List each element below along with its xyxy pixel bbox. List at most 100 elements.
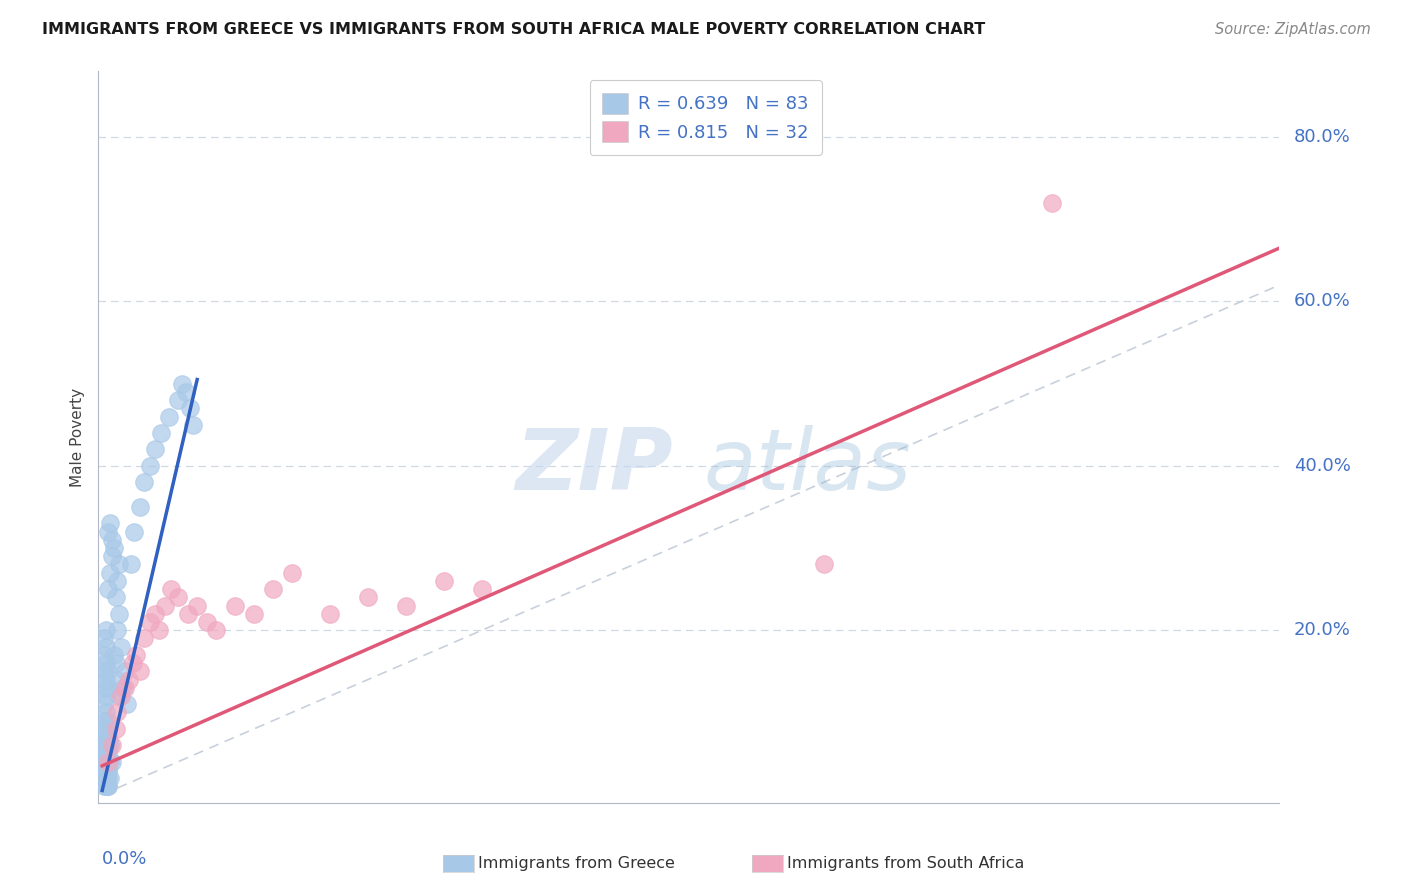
Point: [97, 582, 120, 596]
Text: Immigrants from Greece: Immigrants from Greece: [478, 856, 675, 871]
Point: [97, 730, 120, 744]
Point: [319, 607, 342, 621]
Point: [94, 755, 117, 769]
Point: [132, 632, 155, 646]
Point: [94, 780, 117, 794]
Point: [94, 673, 117, 687]
Point: [107, 624, 129, 638]
Point: [93, 755, 115, 769]
Point: [183, 417, 205, 432]
Point: [115, 697, 138, 711]
Point: [129, 665, 152, 679]
Point: [97, 763, 120, 777]
Point: [100, 755, 122, 769]
Point: [93, 722, 115, 736]
Point: [94, 771, 117, 785]
Point: [100, 549, 122, 564]
Text: IMMIGRANTS FROM GREECE VS IMMIGRANTS FROM SOUTH AFRICA MALE POVERTY CORRELATION : IMMIGRANTS FROM GREECE VS IMMIGRANTS FRO…: [42, 22, 986, 37]
Point: [148, 624, 170, 638]
Point: [281, 566, 304, 580]
Point: [104, 656, 127, 670]
Point: [110, 689, 132, 703]
Point: [103, 541, 125, 555]
Point: [94, 656, 117, 670]
Point: [132, 475, 155, 490]
Text: atlas: atlas: [703, 425, 911, 508]
Point: [94, 730, 117, 744]
Point: [97, 665, 120, 679]
Point: [262, 582, 284, 596]
Point: [174, 384, 197, 399]
Point: [433, 574, 456, 588]
Point: [224, 599, 246, 613]
Text: 0.0%: 0.0%: [103, 850, 148, 868]
Point: [357, 591, 380, 605]
Point: [167, 393, 190, 408]
Point: [98, 739, 121, 753]
Text: 60.0%: 60.0%: [1294, 293, 1350, 310]
Point: [153, 599, 176, 613]
Point: [93, 755, 115, 769]
Point: [97, 722, 120, 736]
Point: [93, 780, 115, 794]
Point: [100, 739, 122, 753]
Point: [107, 706, 129, 720]
Point: [98, 516, 121, 531]
Point: [110, 640, 132, 654]
Point: [118, 673, 141, 687]
Text: 80.0%: 80.0%: [1294, 128, 1350, 146]
Point: [121, 656, 143, 670]
Point: [167, 591, 190, 605]
Point: [124, 524, 146, 539]
Point: [94, 771, 117, 785]
Point: [97, 780, 120, 794]
Point: [471, 582, 494, 596]
Point: [93, 632, 115, 646]
Point: [1040, 195, 1063, 210]
Point: [195, 615, 218, 629]
Legend: R = 0.639   N = 83, R = 0.815   N = 32: R = 0.639 N = 83, R = 0.815 N = 32: [589, 80, 821, 154]
Point: [813, 558, 835, 572]
Point: [94, 624, 117, 638]
Point: [97, 763, 120, 777]
Point: [97, 771, 120, 785]
Point: [93, 739, 115, 753]
Point: [98, 755, 121, 769]
Point: [108, 607, 131, 621]
Point: [100, 533, 122, 547]
Point: [93, 665, 115, 679]
Point: [129, 500, 152, 514]
Point: [97, 755, 120, 769]
Point: [176, 607, 198, 621]
Text: 40.0%: 40.0%: [1294, 457, 1351, 475]
Point: [157, 409, 180, 424]
Point: [104, 591, 127, 605]
Point: [104, 722, 127, 736]
Point: [120, 558, 142, 572]
Point: [395, 599, 418, 613]
Point: [93, 747, 115, 761]
Point: [186, 599, 208, 613]
Point: [103, 648, 125, 662]
Point: [97, 780, 120, 794]
Point: [114, 665, 136, 679]
Point: [93, 648, 115, 662]
Point: [114, 681, 136, 695]
Point: [97, 747, 120, 761]
Text: Source: ZipAtlas.com: Source: ZipAtlas.com: [1215, 22, 1371, 37]
Point: [145, 607, 167, 621]
Point: [98, 566, 121, 580]
Point: [94, 763, 117, 777]
Point: [179, 401, 201, 416]
Point: [138, 458, 160, 473]
Point: [205, 624, 228, 638]
Point: [94, 640, 117, 654]
Point: [94, 706, 117, 720]
Point: [97, 739, 120, 753]
Point: [107, 574, 129, 588]
Point: [145, 442, 167, 457]
Point: [243, 607, 266, 621]
Point: [94, 763, 117, 777]
Point: [97, 681, 120, 695]
Point: [94, 689, 117, 703]
